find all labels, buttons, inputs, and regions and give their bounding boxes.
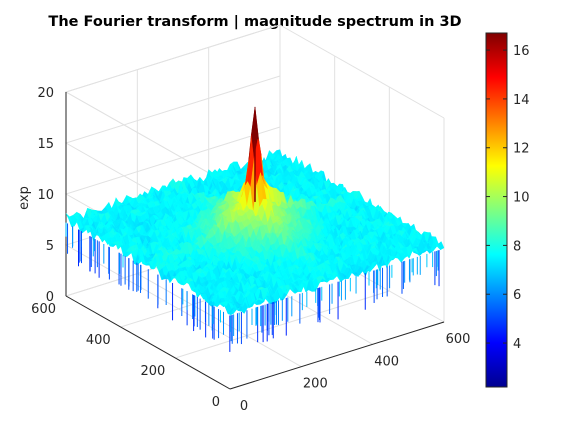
y-tick-label: 200 (141, 364, 166, 379)
x-tick-label: 600 (446, 332, 471, 347)
box-edge (65, 91, 231, 186)
chart-title: The Fourier transform | magnitude spectr… (48, 14, 461, 30)
z-tick-label: 20 (37, 86, 54, 101)
y-tick-label: 400 (86, 333, 111, 348)
colorbar-tick-label: 4 (513, 337, 521, 352)
box-edge (65, 24, 281, 93)
axis-line (229, 321, 445, 390)
colorbar-tick-label: 14 (513, 93, 530, 108)
colorbar-tick-label: 6 (513, 288, 521, 303)
colorbar-tick-label: 12 (513, 142, 530, 157)
x-tick-label: 400 (374, 354, 399, 369)
colorbar: 4 6 8 10 12 14 16 (485, 32, 530, 388)
x-tick-label: 0 (240, 399, 248, 414)
axis-line (65, 295, 231, 390)
surface-cell (437, 241, 445, 251)
z-tick-label: 5 (46, 239, 54, 254)
colorbar-tick-label: 16 (513, 44, 530, 59)
colorbar-gradient (485, 32, 508, 388)
z-tick-label: 0 (46, 290, 54, 305)
z-tick-label: 15 (37, 137, 54, 152)
y-tick-label: 0 (212, 395, 220, 410)
box-edge (279, 24, 445, 119)
z-axis-label: exp (17, 186, 32, 210)
x-tick-label: 200 (303, 377, 328, 392)
z-tick-label: 10 (37, 188, 54, 203)
colorbar-tick-label: 10 (513, 191, 530, 206)
colorbar-tick-label: 8 (513, 239, 521, 254)
surface-plot (65, 106, 445, 352)
